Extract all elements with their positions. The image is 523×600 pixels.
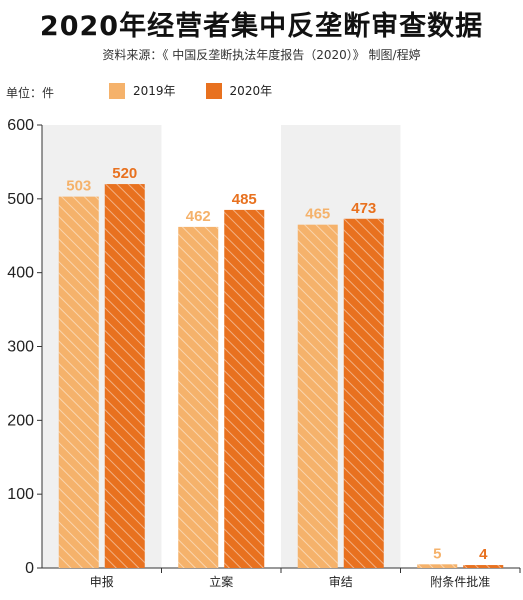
bar-hatch: [178, 226, 219, 568]
legend: 2019年 2020年: [109, 82, 272, 99]
data-label: 465: [305, 206, 330, 223]
y-tick-label: 200: [7, 412, 34, 429]
data-label: 473: [351, 200, 376, 217]
legend-item-2019: 2019年: [109, 82, 176, 99]
bar-hatch: [224, 209, 265, 569]
legend-label-2019: 2019年: [133, 84, 176, 98]
y-tick-label: 600: [7, 117, 34, 134]
y-tick-label: 300: [7, 339, 34, 356]
data-label: 520: [112, 165, 137, 182]
data-label: 503: [66, 178, 91, 195]
legend-swatch-2020: [205, 82, 222, 99]
bar-hatch: [343, 218, 384, 569]
unit-label: 单位：件: [6, 86, 55, 100]
x-tick-label: 附条件批准: [430, 574, 490, 589]
bar-hatch: [417, 564, 458, 568]
chart-source: 资料来源：《 中国反垄断执法年度报告（2020）》 制图/程婷: [102, 48, 421, 62]
legend-swatch-2019: [109, 82, 125, 99]
y-tick-label: 500: [7, 191, 34, 208]
bar-hatch: [463, 565, 504, 568]
y-tick-label: 100: [7, 486, 34, 503]
chart-title: 2020年经营者集中反垄断审查数据: [39, 11, 484, 42]
x-tick-label: 申报: [90, 574, 114, 589]
x-tick-label: 立案: [209, 574, 233, 589]
x-tick-label: 审结: [329, 574, 353, 589]
data-label: 462: [186, 208, 211, 225]
y-tick-label: 400: [7, 265, 34, 282]
bar-hatch: [297, 224, 338, 569]
bar-hatch: [104, 184, 145, 569]
bar-hatch: [58, 196, 99, 568]
y-tick-label: 0: [25, 560, 34, 577]
legend-item-2020: 2020年: [205, 82, 273, 99]
data-label: 4: [479, 546, 488, 563]
data-label: 485: [232, 191, 257, 208]
data-label: 5: [433, 545, 441, 562]
legend-label-2020: 2020年: [229, 84, 273, 98]
